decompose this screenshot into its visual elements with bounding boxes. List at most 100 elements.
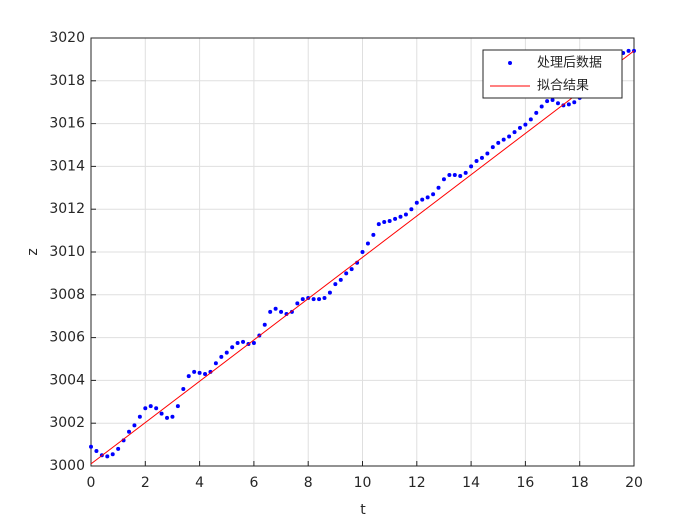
- data-point: [132, 423, 137, 428]
- y-tick-label: 3018: [49, 73, 85, 89]
- data-point: [203, 371, 208, 376]
- y-tick-label: 3016: [49, 116, 85, 132]
- data-point: [626, 48, 631, 53]
- data-point: [349, 267, 354, 272]
- fit-line: [90, 50, 635, 465]
- data-point: [458, 174, 463, 179]
- data-point: [251, 340, 256, 345]
- legend-label: 拟合结果: [537, 79, 589, 94]
- data-point: [165, 415, 170, 420]
- data-point: [279, 309, 284, 314]
- data-point: [235, 340, 240, 345]
- data-point: [550, 98, 555, 103]
- data-point: [463, 170, 468, 175]
- data-point: [441, 177, 446, 182]
- data-point: [371, 232, 376, 237]
- x-tick-label: 14: [462, 475, 480, 491]
- data-point: [572, 100, 577, 105]
- data-point: [507, 134, 512, 139]
- data-point: [393, 216, 398, 221]
- data-point: [159, 411, 164, 416]
- data-point: [555, 101, 560, 106]
- data-point: [311, 297, 316, 302]
- data-point: [561, 103, 566, 108]
- data-point: [317, 297, 322, 302]
- data-point: [431, 192, 436, 197]
- data-point: [452, 172, 457, 177]
- y-tick-label: 3020: [49, 30, 85, 46]
- data-point: [425, 195, 430, 200]
- data-point: [268, 309, 273, 314]
- data-point: [360, 250, 365, 254]
- data-point: [382, 220, 387, 225]
- data-point: [327, 290, 332, 295]
- legend-label: 处理后数据: [537, 56, 602, 71]
- legend-marker: [508, 61, 512, 65]
- x-tick-label: 8: [304, 475, 313, 491]
- data-point: [137, 414, 142, 419]
- data-point: [175, 404, 180, 409]
- data-point: [523, 122, 528, 127]
- y-tick-label: 3006: [49, 330, 85, 346]
- data-point: [333, 282, 338, 287]
- data-point: [501, 137, 506, 142]
- data-point: [474, 159, 479, 164]
- data-point: [414, 200, 419, 205]
- y-tick-label: 3014: [49, 158, 85, 174]
- data-point: [127, 429, 132, 434]
- data-point: [376, 222, 381, 227]
- data-point: [420, 197, 425, 202]
- data-point: [469, 164, 474, 169]
- data-point: [186, 374, 191, 379]
- data-point: [89, 444, 93, 449]
- data-point: [143, 406, 148, 411]
- data-point: [338, 277, 343, 282]
- data-point: [110, 452, 115, 457]
- data-point: [105, 454, 110, 459]
- data-point: [490, 145, 495, 150]
- data-point: [289, 309, 294, 314]
- x-tick-label: 4: [195, 475, 204, 491]
- data-point: [479, 155, 484, 160]
- data-point: [300, 297, 305, 302]
- data-point: [181, 386, 186, 391]
- data-point: [192, 369, 197, 374]
- data-point: [436, 185, 441, 190]
- data-point: [224, 350, 229, 355]
- axes-box: [90, 37, 635, 467]
- data-point: [447, 172, 452, 177]
- data-point: [403, 212, 408, 217]
- x-tick-label: 0: [87, 475, 96, 491]
- y-tick-label: 3008: [49, 287, 85, 303]
- data-point: [148, 404, 153, 409]
- y-tick-label: 3010: [49, 244, 85, 260]
- data-point: [566, 102, 571, 107]
- data-point: [241, 339, 246, 344]
- data-point: [213, 361, 218, 366]
- data-point: [398, 214, 403, 219]
- data-point: [295, 301, 300, 306]
- data-point: [219, 354, 224, 359]
- data-point: [322, 296, 327, 301]
- data-point: [539, 104, 544, 109]
- data-point: [344, 271, 349, 276]
- data-point: [387, 218, 392, 223]
- data-point: [94, 449, 99, 454]
- x-tick-label: 12: [408, 475, 426, 491]
- x-tick-label: 18: [571, 475, 589, 491]
- data-point: [273, 306, 278, 311]
- data-point: [545, 99, 550, 104]
- data-point: [230, 345, 235, 350]
- y-tick-label: 3012: [49, 201, 85, 217]
- x-tick-label: 2: [141, 475, 150, 491]
- data-point: [262, 322, 267, 327]
- data-point: [496, 140, 501, 145]
- x-tick-label: 10: [354, 475, 372, 491]
- data-point: [512, 130, 517, 135]
- data-point: [409, 207, 414, 212]
- data-point: [528, 117, 533, 122]
- y-axis-label: z: [25, 248, 41, 255]
- y-tick-label: 3000: [49, 458, 85, 474]
- data-point: [197, 370, 202, 375]
